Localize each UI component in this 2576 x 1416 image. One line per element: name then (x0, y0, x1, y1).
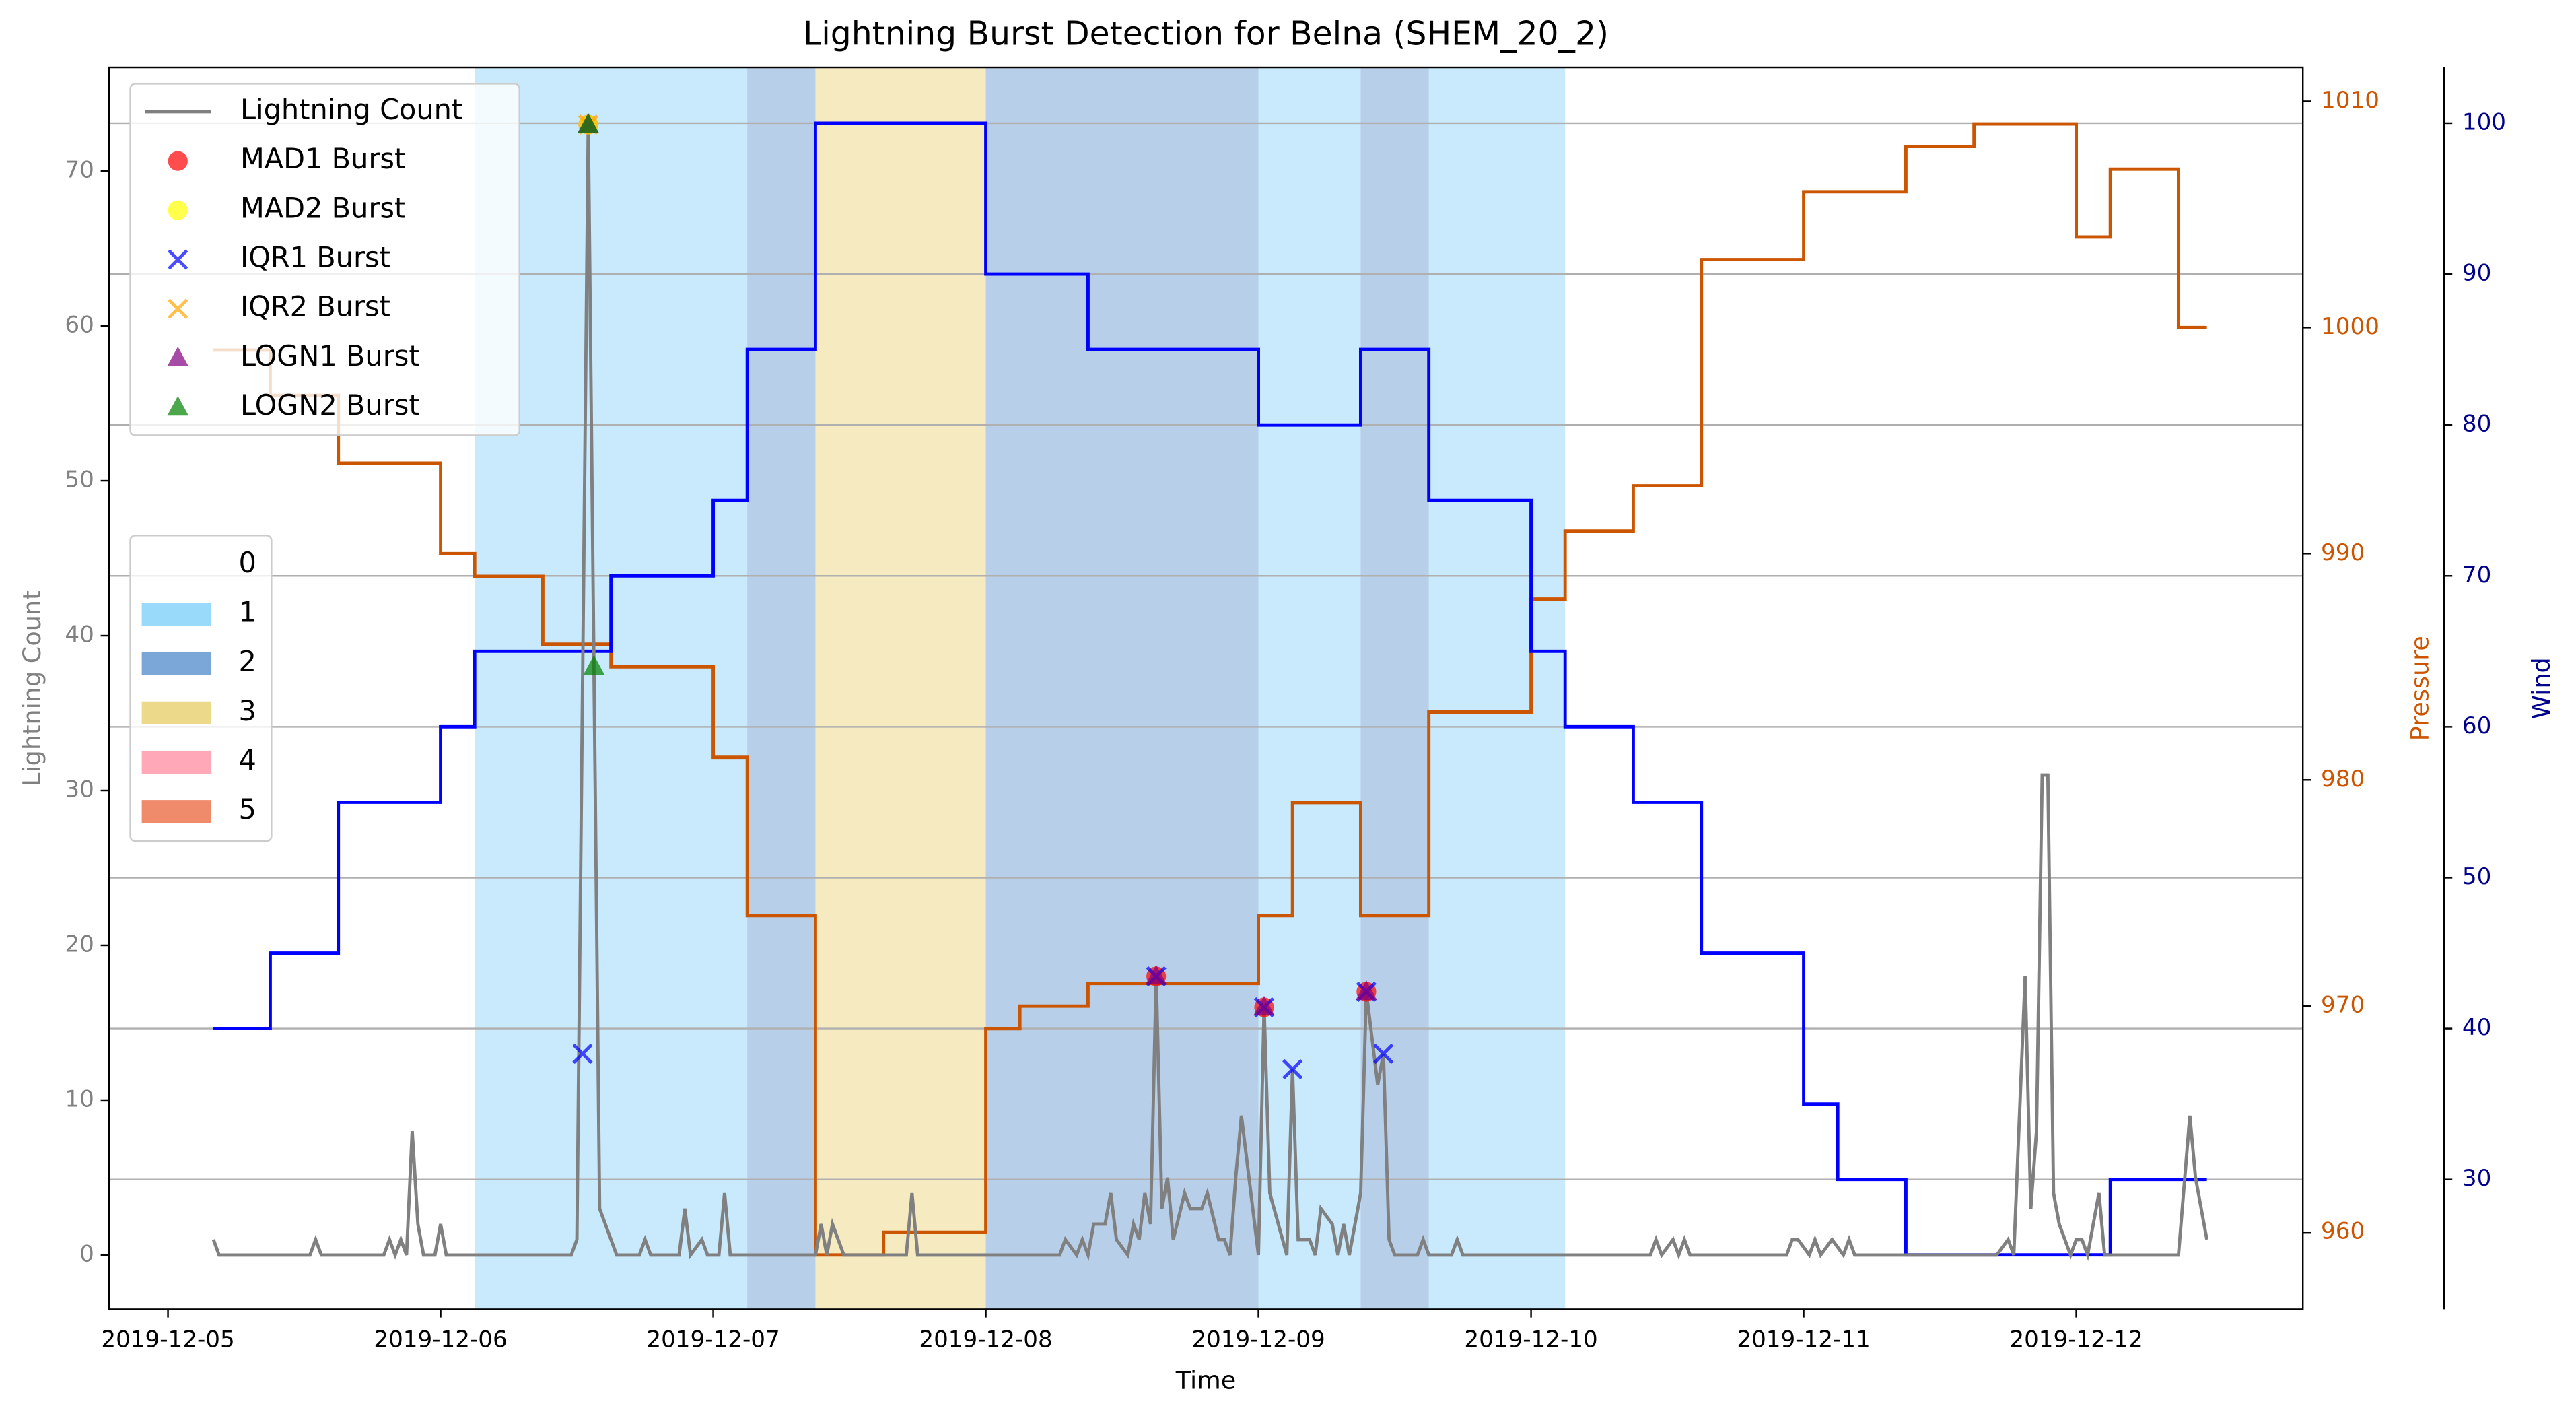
burst-marker (1282, 1058, 1303, 1080)
y3-tick-label: 50 (2462, 863, 2491, 890)
legend-label: 2 (239, 646, 256, 678)
burst-marker (578, 113, 599, 133)
legend-swatch (141, 652, 211, 675)
y3-tick-label: 100 (2462, 108, 2506, 135)
x-tick-label: 2019-12-09 (1191, 1326, 1325, 1353)
legend-swatch (141, 701, 211, 724)
y3-axis-label: Wind (2527, 657, 2556, 719)
y2-axis-label: Pressure (2405, 636, 2434, 741)
y2-tick-label: 960 (2321, 1218, 2365, 1245)
y-tick-label: 10 (65, 1085, 94, 1112)
legend-swatch (141, 800, 211, 823)
burst-marker (1145, 964, 1167, 985)
legend-label: 1 (239, 596, 256, 628)
legend-label: 3 (239, 695, 256, 727)
x-tick-label: 2019-12-11 (1737, 1326, 1870, 1353)
x-tick-label: 2019-12-08 (919, 1326, 1052, 1353)
legend-marker (167, 395, 189, 416)
y2-tick-label: 1010 (2321, 87, 2379, 114)
burst-marker (1253, 995, 1275, 1016)
category-band (985, 67, 1259, 1310)
y-axis-label: Lightning Count (18, 591, 46, 786)
y2-tick-label: 990 (2321, 539, 2365, 566)
legend-label: MAD2 Burst (240, 192, 405, 224)
legend-marker (167, 346, 189, 367)
legend-label: 0 (239, 547, 256, 579)
burst-marker (1356, 980, 1377, 1001)
x-tick-label: 2019-12-05 (101, 1326, 234, 1353)
y3-tick-label: 40 (2462, 1014, 2491, 1041)
legend-label: MAD1 Burst (240, 143, 405, 175)
y-tick-label: 40 (65, 621, 94, 648)
chart-title: Lightning Burst Detection for Belna (SHE… (803, 15, 1609, 53)
y3-tick-label: 60 (2462, 712, 2491, 739)
legend-marker (168, 200, 188, 220)
burst-marker (1373, 1043, 1394, 1065)
legend-label: IQR2 Burst (240, 291, 390, 323)
x-tick-label: 2019-12-12 (2009, 1326, 2143, 1353)
y3-tick-label: 70 (2462, 562, 2491, 588)
step-line (213, 121, 2207, 1257)
legend: Lightning Count MAD1 Burst MAD2 Burst IQR1 … (129, 83, 520, 436)
x-tick-label: 2019-12-06 (374, 1326, 507, 1353)
y3-tick-label: 90 (2462, 260, 2491, 287)
x-axis-label: Time (1175, 1366, 1237, 1394)
step-line (213, 122, 2207, 1257)
y-tick-label: 50 (65, 467, 94, 494)
legend-marker (168, 298, 188, 319)
legend-label: 5 (239, 793, 256, 825)
legend-box (129, 83, 520, 436)
legend-label: LOGN1 Burst (240, 340, 420, 372)
y-tick-label: 0 (79, 1240, 94, 1267)
y-tick-label: 20 (65, 931, 94, 957)
y3-tick-label: 80 (2462, 411, 2491, 438)
y3-tick-label: 30 (2462, 1165, 2491, 1192)
legend-marker (168, 249, 188, 270)
line (211, 125, 2209, 1262)
category-legend: 0 1 2 3 4 5 (129, 535, 273, 842)
category-band (747, 67, 816, 1310)
y-tick-label: 30 (65, 776, 94, 803)
category-band (1360, 67, 1429, 1310)
legend-swatch (141, 750, 211, 774)
x-tick-label: 2019-12-07 (646, 1326, 779, 1353)
y2-tick-label: 980 (2321, 766, 2365, 793)
legend-label: LOGN2 Burst (240, 389, 420, 422)
y2-tick-label: 1000 (2321, 313, 2379, 340)
legend-label: 4 (239, 744, 256, 776)
burst-marker (583, 654, 605, 675)
legend-swatch (141, 603, 211, 626)
category-band (1428, 67, 1566, 1310)
legend-marker (168, 151, 188, 171)
y2-tick-label: 970 (2321, 992, 2365, 1019)
x-tick-label: 2019-12-10 (1464, 1326, 1597, 1353)
y-tick-label: 60 (65, 312, 94, 339)
category-band (1258, 67, 1361, 1310)
burst-marker (572, 1043, 593, 1065)
shading-layer (475, 67, 1566, 1310)
legend-label: Lightning Count (240, 94, 462, 126)
legend-label: IQR1 Burst (240, 241, 390, 273)
plot-frame (108, 66, 2304, 1310)
category-band (815, 67, 986, 1310)
y-tick-label: 70 (65, 157, 94, 184)
